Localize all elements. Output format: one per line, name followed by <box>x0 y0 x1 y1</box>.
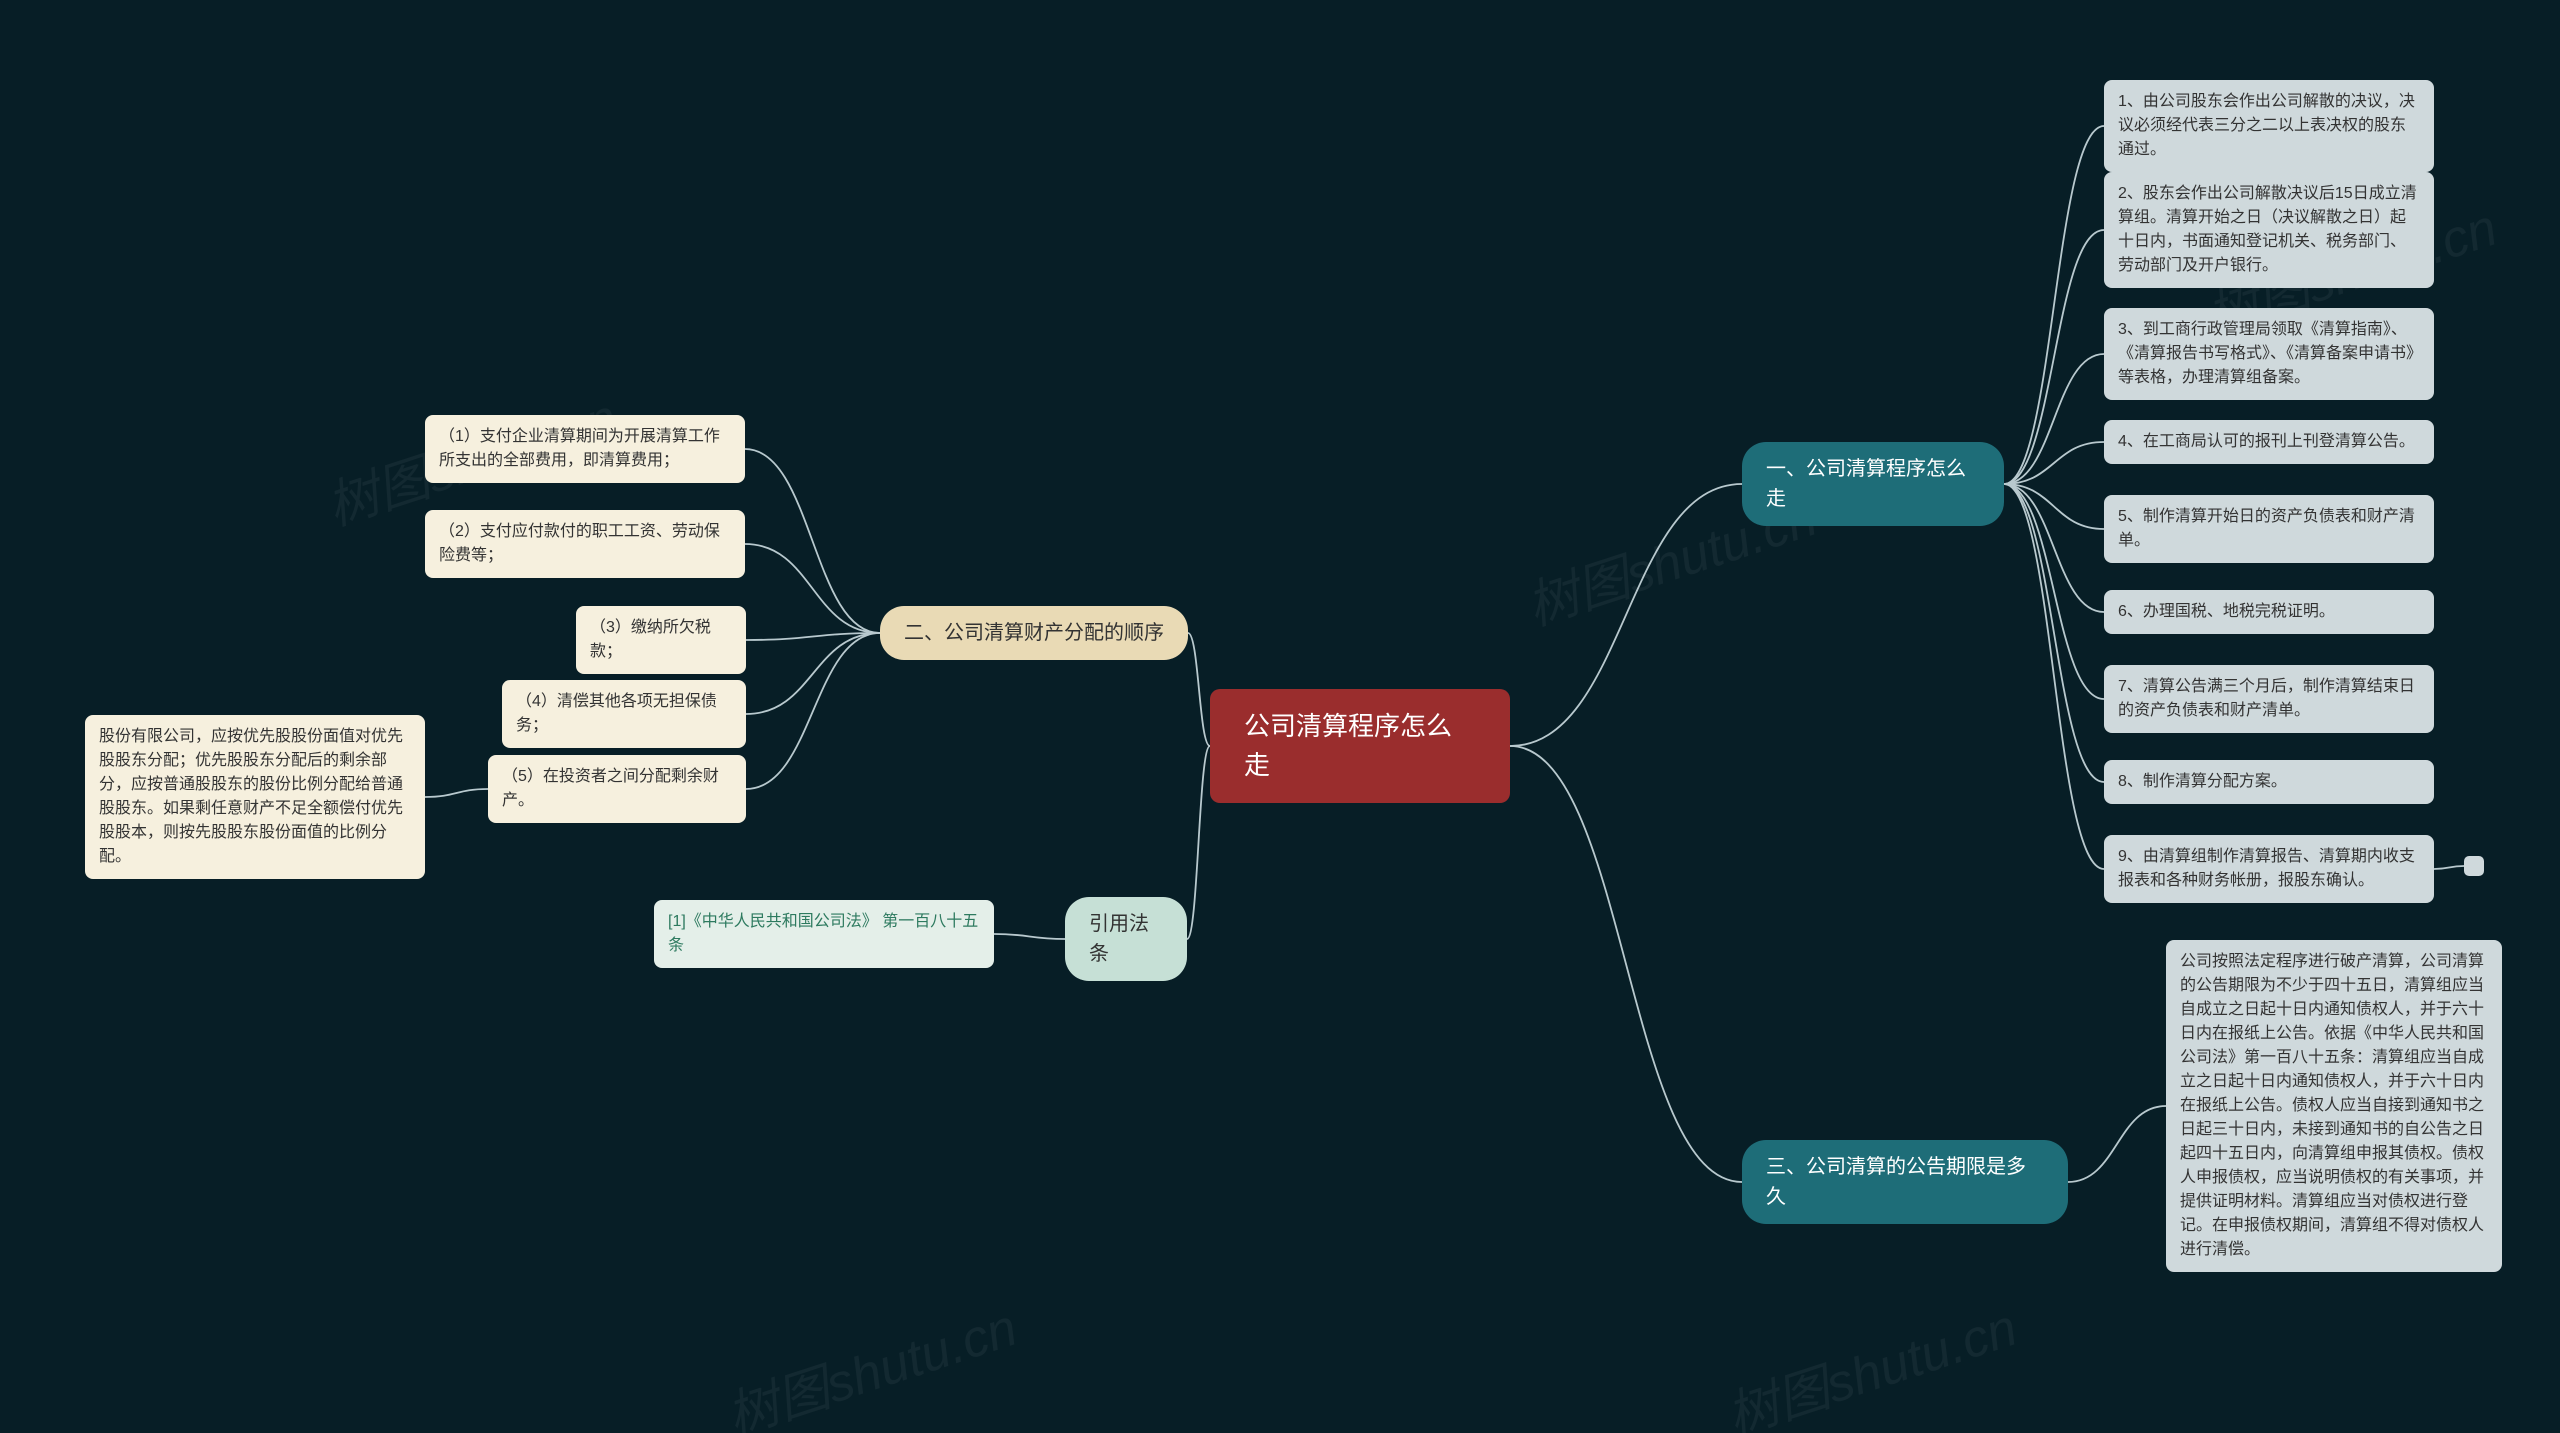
leaf-b2-2[interactable]: （2）支付应付款付的职工工资、劳动保险费等； <box>425 510 745 578</box>
extra-small-box[interactable] <box>2464 856 2484 876</box>
watermark: 树图shutu.cn <box>1716 1285 2025 1433</box>
branch-citation[interactable]: 引用法条 <box>1065 897 1187 981</box>
leaf-b2-5[interactable]: （5）在投资者之间分配剩余财产。 <box>488 755 746 823</box>
leaf-b2-3[interactable]: （3）缴纳所欠税款； <box>576 606 746 674</box>
leaf-b2-1[interactable]: （1）支付企业清算期间为开展清算工作所支出的全部费用，即清算费用； <box>425 415 745 483</box>
root-node[interactable]: 公司清算程序怎么走 <box>1210 689 1510 803</box>
leaf-b1-4[interactable]: 4、在工商局认可的报刊上刊登清算公告。 <box>2104 420 2434 464</box>
leaf-b1-7[interactable]: 7、清算公告满三个月后，制作清算结束日的资产负债表和财产清单。 <box>2104 665 2434 733</box>
leaf-b3-1[interactable]: 公司按照法定程序进行破产清算，公司清算的公告期限为不少于四十五日，清算组应当自成… <box>2166 940 2502 1272</box>
leaf-b2-5-1[interactable]: 股份有限公司，应按优先股股份面值对优先股股东分配；优先股股东分配后的剩余部分，应… <box>85 715 425 879</box>
branch-notice-period[interactable]: 三、公司清算的公告期限是多久 <box>1742 1140 2068 1224</box>
branch-procedure[interactable]: 一、公司清算程序怎么走 <box>1742 442 2004 526</box>
leaf-b1-8[interactable]: 8、制作清算分配方案。 <box>2104 760 2434 804</box>
leaf-b1-1[interactable]: 1、由公司股东会作出公司解散的决议，决议必须经代表三分之二以上表决权的股东通过。 <box>2104 80 2434 172</box>
leaf-b1-2[interactable]: 2、股东会作出公司解散决议后15日成立清算组。清算开始之日（决议解散之日）起十日… <box>2104 172 2434 288</box>
leaf-b1-5[interactable]: 5、制作清算开始日的资产负债表和财产清单。 <box>2104 495 2434 563</box>
watermark: 树图shutu.cn <box>716 1285 1025 1433</box>
leaf-b1-9[interactable]: 9、由清算组制作清算报告、清算期内收支报表和各种财务帐册，报股东确认。 <box>2104 835 2434 903</box>
branch-distribution[interactable]: 二、公司清算财产分配的顺序 <box>880 606 1188 660</box>
leaf-b1-6[interactable]: 6、办理国税、地税完税证明。 <box>2104 590 2434 634</box>
leaf-b1-3[interactable]: 3、到工商行政管理局领取《清算指南》、《清算报告书写格式》、《清算备案申请书》等… <box>2104 308 2434 400</box>
leaf-b4-1[interactable]: [1]《中华人民共和国公司法》 第一百八十五条 <box>654 900 994 968</box>
leaf-b2-4[interactable]: （4）清偿其他各项无担保债务； <box>502 680 746 748</box>
